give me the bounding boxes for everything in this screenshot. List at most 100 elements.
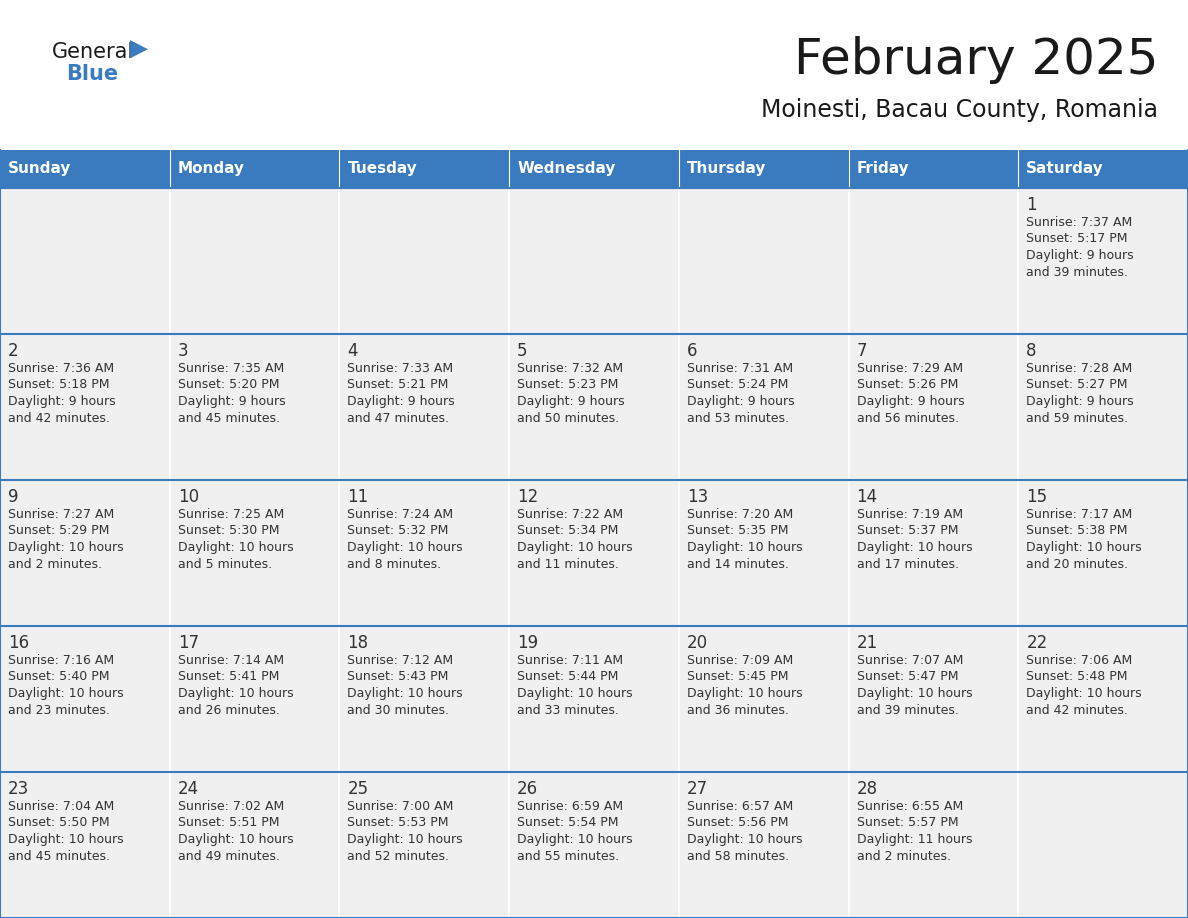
Text: and 50 minutes.: and 50 minutes. [517,411,619,424]
Text: 7: 7 [857,342,867,360]
Bar [678,334,848,480]
Bar [678,480,848,626]
Bar [510,334,678,480]
Bar [340,334,510,480]
Text: Sunset: 5:18 PM: Sunset: 5:18 PM [8,378,109,391]
Text: Wednesday: Wednesday [517,162,615,176]
Text: Sunrise: 7:17 AM: Sunrise: 7:17 AM [1026,508,1132,521]
Text: Sunrise: 7:00 AM: Sunrise: 7:00 AM [347,800,454,813]
Text: and 55 minutes.: and 55 minutes. [517,849,619,863]
Text: 21: 21 [857,634,878,652]
Bar [848,334,1018,480]
Bar [0,626,170,772]
Text: Sunset: 5:45 PM: Sunset: 5:45 PM [687,670,789,684]
Text: Sunrise: 6:57 AM: Sunrise: 6:57 AM [687,800,794,813]
Bar [848,188,1018,334]
Text: Daylight: 9 hours: Daylight: 9 hours [1026,395,1133,408]
Text: Daylight: 9 hours: Daylight: 9 hours [347,395,455,408]
Text: and 56 minutes.: and 56 minutes. [857,411,959,424]
Bar [678,626,848,772]
Text: 5: 5 [517,342,527,360]
Text: Sunset: 5:26 PM: Sunset: 5:26 PM [857,378,958,391]
Text: 2: 2 [8,342,19,360]
Text: Sunrise: 7:07 AM: Sunrise: 7:07 AM [857,654,963,667]
Text: Daylight: 10 hours: Daylight: 10 hours [8,833,124,846]
Bar [340,626,510,772]
Bar [510,772,678,918]
Text: Sunrise: 7:16 AM: Sunrise: 7:16 AM [8,654,114,667]
Bar [848,150,1018,188]
Text: Daylight: 10 hours: Daylight: 10 hours [178,541,293,554]
Text: and 45 minutes.: and 45 minutes. [178,411,279,424]
Bar [170,150,340,188]
Text: Daylight: 10 hours: Daylight: 10 hours [347,833,463,846]
Text: Sunrise: 7:06 AM: Sunrise: 7:06 AM [1026,654,1132,667]
Bar [0,334,170,480]
Text: Daylight: 9 hours: Daylight: 9 hours [517,395,625,408]
Text: and 30 minutes.: and 30 minutes. [347,703,449,717]
Bar [848,772,1018,918]
Bar [170,626,340,772]
Text: Sunset: 5:35 PM: Sunset: 5:35 PM [687,524,789,538]
Text: Daylight: 9 hours: Daylight: 9 hours [857,395,965,408]
Bar [0,188,170,334]
Bar [340,188,510,334]
Text: Sunrise: 7:24 AM: Sunrise: 7:24 AM [347,508,454,521]
Bar [170,480,340,626]
Text: 20: 20 [687,634,708,652]
Bar [848,626,1018,772]
Text: Sunset: 5:47 PM: Sunset: 5:47 PM [857,670,958,684]
Text: February 2025: February 2025 [794,36,1158,84]
Text: Sunset: 5:53 PM: Sunset: 5:53 PM [347,816,449,830]
Text: 15: 15 [1026,488,1048,506]
Text: Daylight: 10 hours: Daylight: 10 hours [687,541,802,554]
Bar [510,150,678,188]
Text: Sunrise: 7:29 AM: Sunrise: 7:29 AM [857,362,962,375]
Text: 11: 11 [347,488,368,506]
Text: Sunrise: 7:12 AM: Sunrise: 7:12 AM [347,654,454,667]
Text: Sunset: 5:30 PM: Sunset: 5:30 PM [178,524,279,538]
Text: Sunrise: 7:31 AM: Sunrise: 7:31 AM [687,362,792,375]
Text: Daylight: 10 hours: Daylight: 10 hours [178,687,293,700]
Text: Sunrise: 7:33 AM: Sunrise: 7:33 AM [347,362,454,375]
Text: Daylight: 10 hours: Daylight: 10 hours [8,541,124,554]
Text: Sunrise: 7:20 AM: Sunrise: 7:20 AM [687,508,794,521]
Text: Sunset: 5:34 PM: Sunset: 5:34 PM [517,524,619,538]
Text: and 2 minutes.: and 2 minutes. [857,849,950,863]
Text: Sunset: 5:24 PM: Sunset: 5:24 PM [687,378,788,391]
Text: Tuesday: Tuesday [347,162,417,176]
Text: 3: 3 [178,342,189,360]
Bar [678,772,848,918]
Text: 10: 10 [178,488,198,506]
Text: Sunset: 5:29 PM: Sunset: 5:29 PM [8,524,109,538]
Text: Sunrise: 7:02 AM: Sunrise: 7:02 AM [178,800,284,813]
Text: 14: 14 [857,488,878,506]
Text: Daylight: 10 hours: Daylight: 10 hours [8,687,124,700]
Text: Daylight: 10 hours: Daylight: 10 hours [517,541,633,554]
Text: Monday: Monday [178,162,245,176]
Text: Daylight: 9 hours: Daylight: 9 hours [1026,249,1133,262]
Text: Sunrise: 7:19 AM: Sunrise: 7:19 AM [857,508,962,521]
Text: 8: 8 [1026,342,1037,360]
Text: ◀: ◀ [129,36,148,60]
Text: 23: 23 [8,780,30,798]
Text: Sunrise: 7:37 AM: Sunrise: 7:37 AM [1026,216,1132,229]
Bar [170,772,340,918]
Text: Daylight: 10 hours: Daylight: 10 hours [178,833,293,846]
Text: Sunrise: 7:22 AM: Sunrise: 7:22 AM [517,508,624,521]
Text: Sunrise: 6:59 AM: Sunrise: 6:59 AM [517,800,624,813]
Text: 22: 22 [1026,634,1048,652]
Bar [1018,150,1188,188]
Text: and 47 minutes.: and 47 minutes. [347,411,449,424]
Text: Blue: Blue [67,64,118,84]
Text: and 59 minutes.: and 59 minutes. [1026,411,1129,424]
Text: 13: 13 [687,488,708,506]
Text: and 8 minutes.: and 8 minutes. [347,557,442,570]
Bar [510,480,678,626]
Text: Sunset: 5:21 PM: Sunset: 5:21 PM [347,378,449,391]
Bar [848,480,1018,626]
Text: Daylight: 10 hours: Daylight: 10 hours [1026,687,1142,700]
Text: Sunset: 5:32 PM: Sunset: 5:32 PM [347,524,449,538]
Text: Moinesti, Bacau County, Romania: Moinesti, Bacau County, Romania [762,98,1158,122]
Text: Friday: Friday [857,162,909,176]
